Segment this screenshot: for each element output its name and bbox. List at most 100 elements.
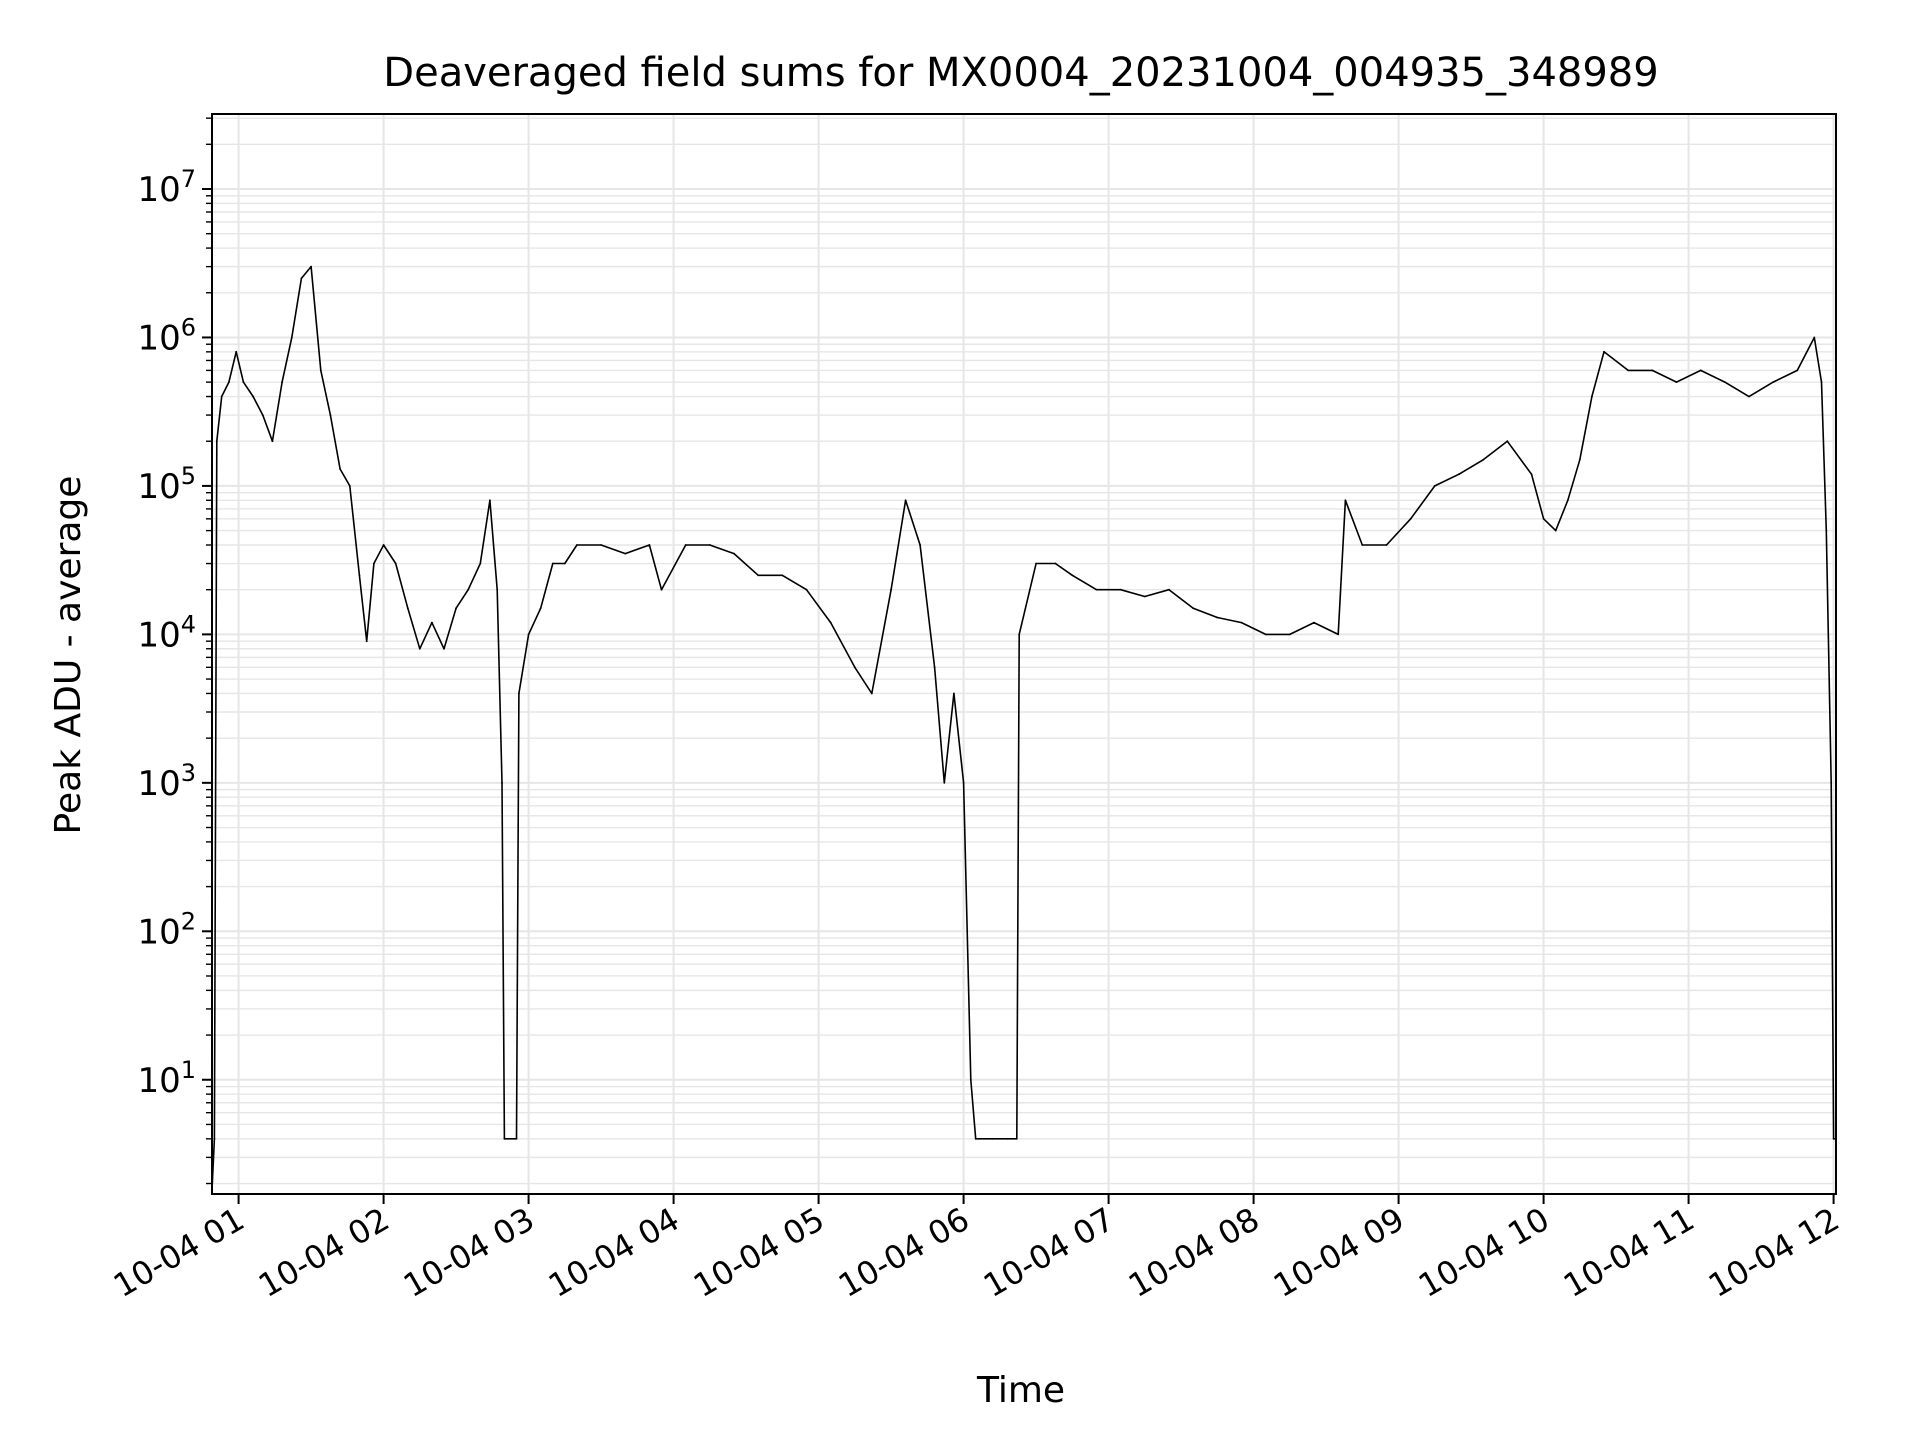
data-point bbox=[1566, 499, 1569, 502]
data-point bbox=[1344, 499, 1347, 502]
y-tick-label: 101 bbox=[137, 1056, 196, 1101]
data-point bbox=[943, 781, 946, 784]
data-point bbox=[1530, 473, 1533, 476]
data-point bbox=[348, 485, 351, 487]
data-point bbox=[503, 1137, 506, 1140]
data-point bbox=[600, 544, 602, 546]
data-point bbox=[853, 666, 856, 669]
data-point bbox=[660, 588, 663, 591]
y-axis-label: Peak ADU - average bbox=[48, 476, 89, 835]
data-point bbox=[1603, 350, 1605, 353]
data-point bbox=[1006, 1137, 1008, 1140]
data-point bbox=[1313, 621, 1315, 624]
data-point bbox=[563, 562, 566, 565]
data-point bbox=[969, 1078, 972, 1081]
data-point bbox=[1119, 588, 1122, 591]
plot-frame bbox=[211, 113, 1837, 1195]
data-point bbox=[252, 395, 255, 398]
data-point bbox=[1035, 562, 1037, 565]
data-point bbox=[281, 381, 283, 383]
data-point bbox=[220, 395, 223, 398]
data-point bbox=[261, 414, 264, 416]
data-point bbox=[708, 544, 711, 546]
data-point bbox=[1772, 381, 1775, 383]
data-point bbox=[1095, 588, 1098, 591]
data-point bbox=[443, 647, 445, 650]
data-point bbox=[242, 381, 245, 383]
y-tick-label: 102 bbox=[137, 907, 196, 952]
data-point bbox=[1591, 395, 1593, 398]
data-point bbox=[300, 277, 303, 280]
data-point bbox=[962, 781, 965, 784]
y-tick-label: 105 bbox=[137, 462, 196, 507]
data-point bbox=[339, 468, 341, 470]
data-point bbox=[431, 621, 433, 624]
data-point bbox=[1813, 336, 1816, 339]
data-point bbox=[228, 381, 230, 383]
data-point bbox=[1054, 562, 1057, 565]
data-point bbox=[215, 440, 218, 443]
data-point bbox=[1832, 1137, 1835, 1140]
data-point bbox=[1699, 369, 1702, 372]
data-point bbox=[1337, 633, 1340, 636]
data-point bbox=[235, 350, 238, 353]
data-point bbox=[953, 692, 955, 695]
data-point bbox=[1578, 458, 1581, 461]
data-point bbox=[1830, 781, 1833, 784]
data-point bbox=[757, 574, 760, 577]
y-axis-ticks: 101 102 103 104 105 106 107 bbox=[137, 117, 212, 1185]
data-point bbox=[829, 621, 832, 624]
data-point bbox=[1554, 529, 1557, 532]
data-point bbox=[805, 588, 808, 591]
data-point bbox=[213, 1137, 216, 1140]
data-point bbox=[1651, 369, 1654, 372]
y-tick-label: 107 bbox=[137, 165, 196, 210]
y-tick-label: 104 bbox=[137, 610, 196, 655]
data-point bbox=[365, 640, 368, 643]
data-point bbox=[310, 265, 312, 268]
data-point bbox=[781, 574, 784, 577]
data-point bbox=[319, 369, 322, 372]
data-point bbox=[1240, 621, 1243, 624]
data-point bbox=[1506, 440, 1509, 443]
data-point bbox=[904, 499, 907, 502]
data-point bbox=[358, 574, 361, 577]
data-point bbox=[1675, 381, 1678, 383]
data-point bbox=[1168, 588, 1170, 591]
data-point bbox=[527, 633, 530, 636]
data-point bbox=[1015, 1137, 1018, 1140]
data-point bbox=[1216, 616, 1219, 619]
data-point bbox=[1482, 458, 1485, 461]
data-point bbox=[684, 544, 687, 546]
data-point bbox=[539, 607, 542, 610]
data-point bbox=[624, 552, 627, 555]
data-point bbox=[1264, 633, 1267, 636]
series-line bbox=[211, 265, 1837, 1192]
data-point bbox=[890, 588, 892, 591]
data-point bbox=[1542, 517, 1545, 520]
data-point bbox=[1433, 485, 1436, 487]
chart-title: Deaveraged field sums for MX0004_2023100… bbox=[383, 50, 1658, 96]
data-point bbox=[406, 607, 409, 610]
y-tick-label: 106 bbox=[137, 313, 196, 358]
data-point bbox=[974, 1137, 977, 1140]
data-point bbox=[870, 692, 873, 695]
data-point bbox=[1071, 574, 1074, 577]
data-point bbox=[919, 544, 921, 546]
grid bbox=[212, 114, 1836, 1194]
data-point bbox=[290, 336, 293, 339]
data-point bbox=[576, 544, 578, 546]
data-point bbox=[382, 544, 385, 546]
data-point bbox=[991, 1137, 994, 1140]
data-point bbox=[467, 588, 470, 591]
data-point bbox=[1018, 633, 1021, 636]
data-point bbox=[1192, 607, 1195, 610]
data-point bbox=[515, 1137, 518, 1140]
data-point bbox=[933, 666, 936, 669]
data-point bbox=[1385, 544, 1388, 546]
data-point bbox=[648, 544, 651, 546]
y-tick-label: 103 bbox=[137, 759, 196, 804]
data-point bbox=[1409, 517, 1412, 520]
